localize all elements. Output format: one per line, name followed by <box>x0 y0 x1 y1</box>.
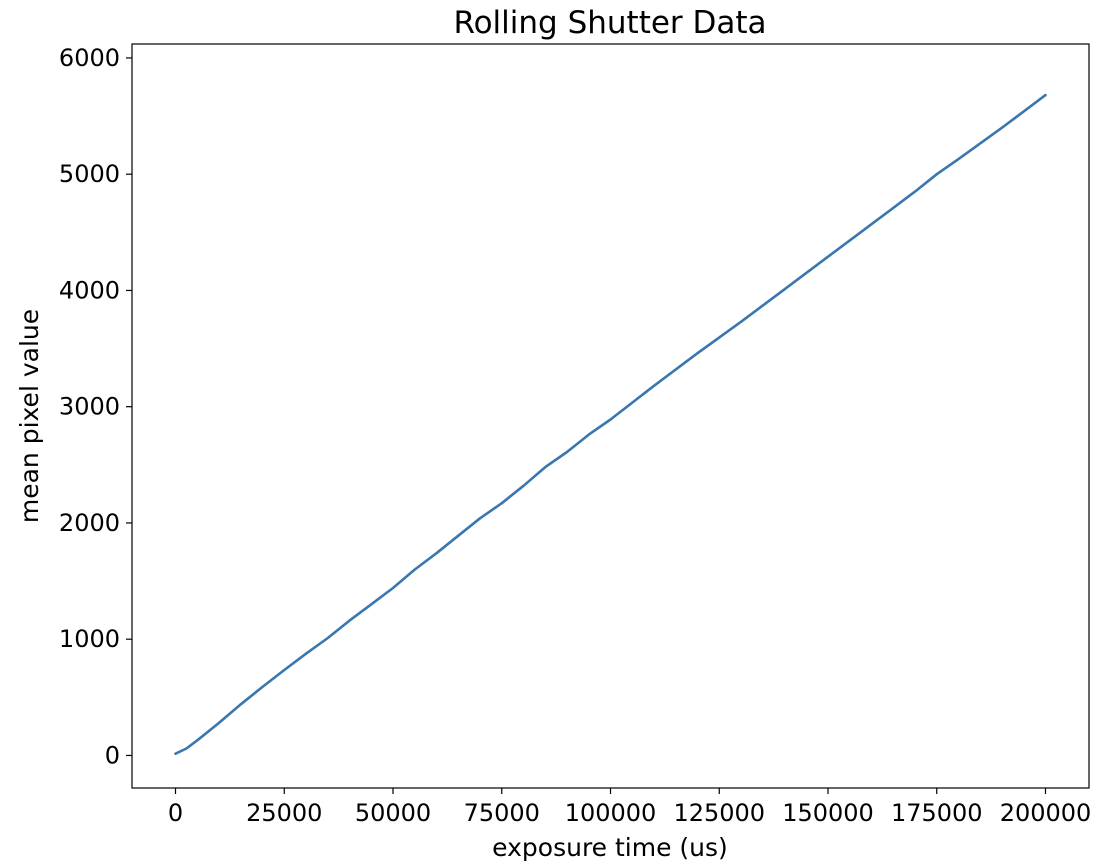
x-tick-label: 125000 <box>673 799 765 827</box>
y-tick-label: 0 <box>105 741 120 769</box>
y-tick-label: 2000 <box>59 509 120 537</box>
x-axis-label: exposure time (us) <box>492 833 728 862</box>
plot-area-frame <box>131 43 1090 789</box>
y-axis-ticks: 0 1000 2000 3000 4000 5000 6000 <box>59 44 132 769</box>
x-tick-label: 75000 <box>464 799 540 827</box>
y-tick-label: 1000 <box>59 625 120 653</box>
y-tick-label: 3000 <box>59 393 120 421</box>
x-tick-label: 50000 <box>355 799 431 827</box>
series-layer <box>174 93 1047 756</box>
x-tick-label: 175000 <box>891 799 983 827</box>
x-tick-label: 25000 <box>246 799 322 827</box>
y-tick-label: 4000 <box>59 276 120 304</box>
x-tick-label: 100000 <box>565 799 657 827</box>
y-tick-label: 5000 <box>59 160 120 188</box>
series-line-0 <box>174 93 1047 756</box>
x-tick-label: 200000 <box>1000 799 1092 827</box>
y-tick-label: 6000 <box>59 44 120 72</box>
x-tick-label: 150000 <box>782 799 874 827</box>
x-axis-ticks: 0 25000 50000 75000 100000 125000 150000 175000… <box>168 788 1091 827</box>
x-tick-label: 0 <box>168 799 183 827</box>
y-axis-label: mean pixel value <box>15 309 44 523</box>
chart-title: Rolling Shutter Data <box>453 5 766 41</box>
